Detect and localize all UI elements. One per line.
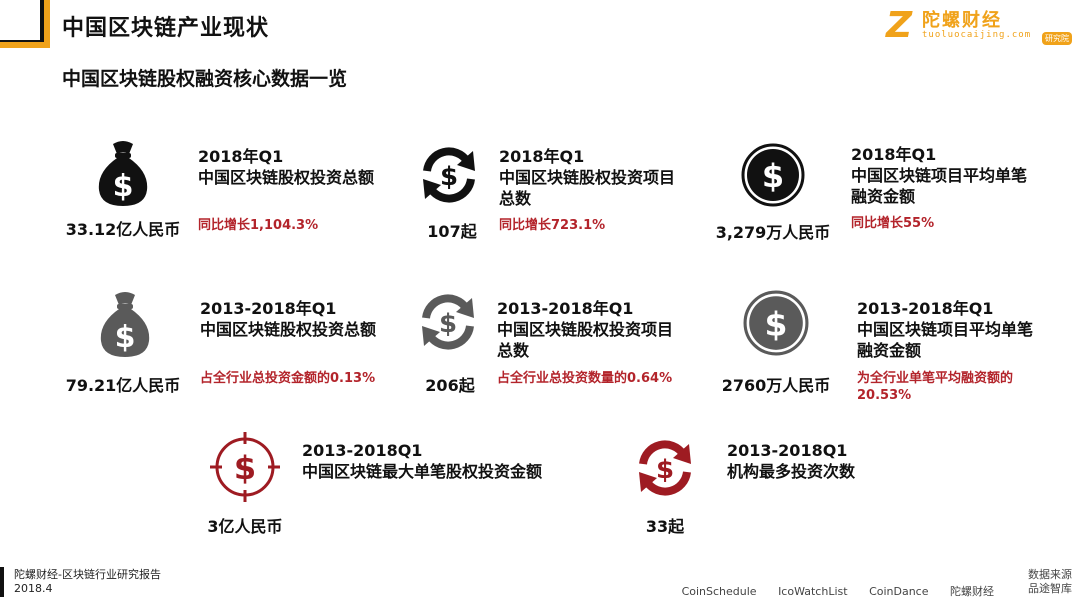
card-heading-line: 中国区块链股权投资项目 xyxy=(499,168,676,187)
card-heading: 2013-2018年Q1 中国区块链股权投资总额 xyxy=(200,298,376,340)
card-heading-line: 融资金额 xyxy=(857,341,922,360)
card-heading-line: 2013-2018Q1 xyxy=(727,441,848,460)
card-amount: 79.21亿人民币 xyxy=(65,376,181,395)
source-label-line: 数据来源 xyxy=(1028,568,1072,581)
card-heading: 2013-2018年Q1 中国区块链股权投资项目 总数 xyxy=(497,298,673,361)
card-heading-line: 2018年Q1 xyxy=(499,147,585,166)
logo-badge: 研究院 xyxy=(1042,32,1072,45)
card-heading-line: 中国区块链最大单笔股权投资金额 xyxy=(302,462,543,481)
source-item: IcoWatchList xyxy=(778,585,848,598)
card-note: 同比增长55% xyxy=(851,216,935,231)
card-heading-line: 2013-2018年Q1 xyxy=(497,299,634,318)
source-item: CoinDance xyxy=(869,585,929,598)
card-note-line: 20.53% xyxy=(857,388,912,403)
card-heading: 2018年Q1 中国区块链股权投资项目 总数 xyxy=(499,146,675,209)
card-note: 为全行业单笔平均融资额的 20.53% xyxy=(857,370,1013,404)
money-bag-icon xyxy=(95,289,155,359)
card-heading: 2018年Q1 中国区块链股权投资总额 xyxy=(198,146,374,188)
source-item: 陀螺财经 xyxy=(950,585,994,598)
page-title: 中国区块链产业现状 xyxy=(62,16,270,41)
card-heading: 2013-2018年Q1 中国区块链项目平均单笔 融资金额 xyxy=(857,298,1033,361)
source-label-line: 品途智库 xyxy=(1028,582,1072,595)
card-heading-line: 2018年Q1 xyxy=(851,145,937,164)
money-bag-icon xyxy=(93,138,153,208)
footer-report-info: 陀螺财经-区块链行业研究报告 2018.4 xyxy=(14,568,161,596)
card-heading-line: 总数 xyxy=(497,341,530,360)
card-amount: 3亿人民币 xyxy=(207,517,283,536)
card-heading-line: 中国区块链股权投资总额 xyxy=(200,320,377,339)
dollar-coin-icon xyxy=(741,143,805,207)
card-heading-line: 中国区块链股权投资总额 xyxy=(198,168,375,187)
card-heading-line: 机构最多投资次数 xyxy=(727,462,856,481)
card-heading-line: 2013-2018年Q1 xyxy=(857,299,994,318)
card-heading: 2013-2018Q1 机构最多投资次数 xyxy=(727,440,855,482)
card-amount: 2760万人民币 xyxy=(721,376,831,395)
card-note-line: 为全行业单笔平均融资额的 xyxy=(857,371,1014,386)
logo-name-en: tuoluocaijing.com xyxy=(922,30,1032,40)
card-heading: 2013-2018Q1 中国区块链最大单笔股权投资金额 xyxy=(302,440,542,482)
corner-accent-right xyxy=(44,0,50,48)
footer-source-list: CoinSchedule IcoWatchList CoinDance 陀螺财经 xyxy=(664,583,994,599)
card-amount: 206起 xyxy=(425,376,475,395)
footer-accent-bar xyxy=(0,567,4,597)
card-heading-line: 2013-2018年Q1 xyxy=(200,299,337,318)
refresh-dollar-icon xyxy=(417,143,481,207)
page-subtitle: 中国区块链股权融资核心数据一览 xyxy=(62,68,348,90)
footer-source-label: 数据来源 品途智库 xyxy=(1028,568,1072,596)
card-amount: 3,279万人民币 xyxy=(715,223,831,242)
card-note: 占全行业总投资金额的0.13% xyxy=(200,371,376,386)
refresh-dollar-icon xyxy=(416,290,480,354)
card-heading-line: 融资金额 xyxy=(851,187,916,206)
brand-logo: Z 陀螺财经 tuoluocaijing.com 研究院 xyxy=(886,6,1072,46)
card-amount: 107起 xyxy=(427,222,477,241)
refresh-dollar-icon xyxy=(633,436,697,500)
target-dollar-icon xyxy=(210,432,280,502)
corner-accent-bottom xyxy=(0,42,50,48)
card-heading-line: 2013-2018Q1 xyxy=(302,441,423,460)
corner-frame xyxy=(0,0,44,44)
dollar-coin-icon xyxy=(743,290,809,356)
card-note: 同比增长723.1% xyxy=(499,218,606,233)
card-amount: 33起 xyxy=(645,517,685,536)
source-item: CoinSchedule xyxy=(681,585,757,598)
footer-report-title: 陀螺财经-区块链行业研究报告 xyxy=(14,568,161,581)
card-heading-line: 2018年Q1 xyxy=(198,147,284,166)
card-note: 同比增长1,104.3% xyxy=(198,218,319,233)
card-heading-line: 总数 xyxy=(499,189,532,208)
card-note: 占全行业总投资数量的0.64% xyxy=(497,371,673,386)
card-heading-line: 中国区块链项目平均单笔 xyxy=(857,320,1034,339)
card-heading: 2018年Q1 中国区块链项目平均单笔 融资金额 xyxy=(851,144,1027,207)
logo-mark: Z xyxy=(886,5,913,46)
card-heading-line: 中国区块链股权投资项目 xyxy=(497,320,674,339)
footer-report-date: 2018.4 xyxy=(14,582,53,595)
card-heading-line: 中国区块链项目平均单笔 xyxy=(851,166,1028,185)
logo-name-cn: 陀螺财经 xyxy=(922,10,1002,31)
card-amount: 33.12亿人民币 xyxy=(65,220,181,239)
